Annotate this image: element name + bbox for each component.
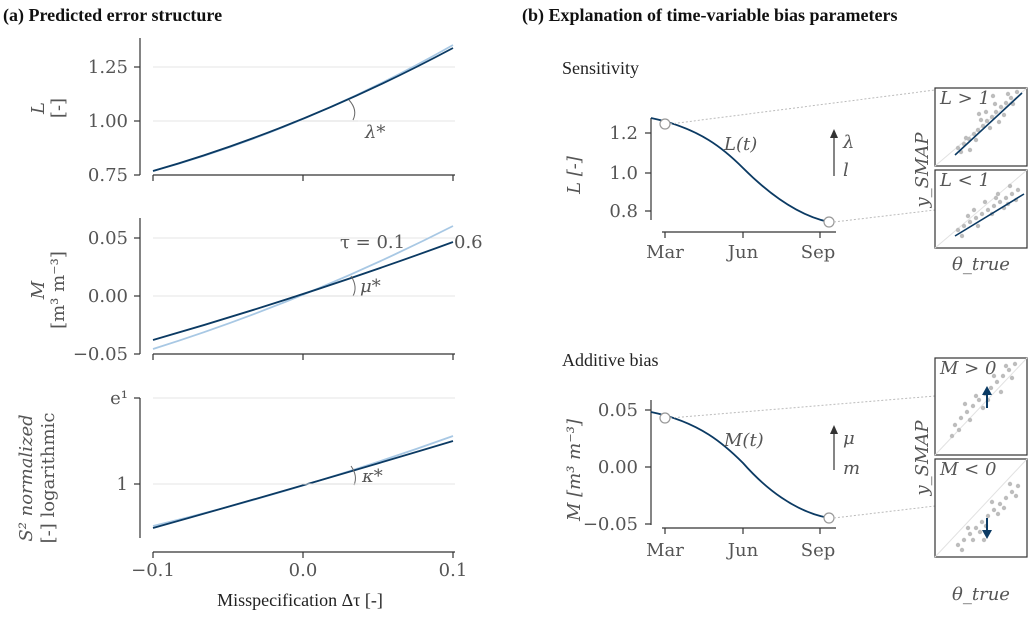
a-M-series-light [153,226,453,349]
b-sens-ylabel: L [-] [564,155,585,195]
b-add-param-2: m [843,458,860,479]
a-L-series-dark [153,48,453,171]
a-x-tick-1: −0.1 [131,560,175,581]
a-M-tau-label-2: 0.6 [454,232,483,253]
a-M-series-dark [153,242,453,340]
a-L-angle-label: λ* [364,122,385,143]
a-S-angle-label: κ* [361,466,383,487]
b-add-tick-2: 0.00 [598,457,638,478]
b-add-x-3: Sep [801,540,836,561]
panel-b-additive: Additive bias 0.05 0.00 −0.05 M [m³ m⁻³]… [562,350,935,561]
b-add-marker-start [660,413,670,423]
b-sens-x-3: Sep [801,242,836,263]
a-M-tick-1: 0.05 [88,228,128,249]
b-sens-x-1: Mar [646,242,684,263]
a-S-ylabel-2: [-] logarithmic [38,413,59,544]
panel-a-M: 0.05 0.00 −0.05 M [m³ m⁻³] μ* τ = 0.1 0.… [28,218,483,365]
a-L-tick-3: 0.75 [88,165,128,186]
b-add-title: Additive bias [562,350,659,370]
b-sens-tick-1: 1.2 [609,123,638,144]
inset-add-low-label: M < 0 [939,459,996,480]
a-L-ylabel-1: L [28,102,49,115]
header-a: (a) Predicted error structure [3,5,222,26]
a-M-ylabel-1: M [28,280,49,300]
a-x-tick-2: 0.0 [289,560,318,581]
b-sens-tick-2: 1.0 [609,163,638,184]
b-add-curve-label: M(t) [723,430,764,451]
inset-sens-low-label: L < 1 [939,170,990,191]
b-add-marker-end [824,513,834,523]
b-sens-title: Sensitivity [562,58,639,78]
b-sens-tick-3: 0.8 [609,201,638,222]
inset-add-high-label: M > 0 [939,358,996,379]
b-sens-param-2: l [843,160,849,181]
inset-top-xlabel: θ_true [952,254,1010,275]
a-S-series-light [153,436,453,526]
a-xlabel: Misspecification Δτ [-] [217,590,383,610]
a-S-tick-1: e¹ [110,388,128,409]
a-M-tick-2: 0.00 [88,286,128,307]
a-M-tick-3: −0.05 [73,344,128,365]
inset-add-high: M > 0 [935,358,1027,455]
panel-a-L: 1.25 1.00 0.75 L [-] λ* [28,38,455,186]
panel-b-sensitivity: Sensitivity 1.2 1.0 0.8 L [-] L(t) λ l M… [562,58,935,263]
a-L-tick-1: 1.25 [88,57,128,78]
a-S-tick-2: 1 [117,474,128,495]
b-sens-x-2: Jun [726,242,759,263]
b-sens-param-1: λ [842,132,854,153]
a-L-ylabel-2: [-] [48,98,69,118]
a-L-series-light [153,45,453,171]
a-M-ylabel-2: [m³ m⁻³] [48,251,69,329]
inset-add-low: M < 0 [935,459,1027,557]
inset-sens-high-label: L > 1 [939,88,990,109]
a-x-tick-3: 0.1 [439,560,468,581]
inset-sens-low: L < 1 [935,170,1027,248]
b-add-x-2: Jun [726,540,759,561]
inset-sens-high: L > 1 [935,88,1027,166]
a-M-tau-label: τ = 0.1 [340,232,405,253]
b-sens-marker-end [824,217,834,227]
panel-a-S: e¹ 1 S² normalized [-] logarithmic κ* −0… [16,388,467,610]
b-add-curve [651,412,829,518]
a-M-angle-label: μ* [360,276,381,297]
header-b: (b) Explanation of time-variable bias pa… [522,5,897,26]
b-add-param-1: μ [843,428,855,449]
b-add-tick-3: −0.05 [583,514,638,535]
inset-bottom-ylabel: y_SMAP [912,420,933,497]
b-sens-marker-start [660,119,670,129]
a-S-ylabel-1: S² normalized [16,414,37,541]
b-add-tick-1: 0.05 [598,400,638,421]
b-sens-curve-label: L(t) [723,134,757,155]
inset-bottom-xlabel: θ_true [952,584,1010,605]
a-L-tick-2: 1.00 [88,111,128,132]
b-add-ylabel: M [m³ m⁻³] [564,418,585,522]
inset-top-ylabel: y_SMAP [912,132,933,209]
b-add-x-1: Mar [646,540,684,561]
